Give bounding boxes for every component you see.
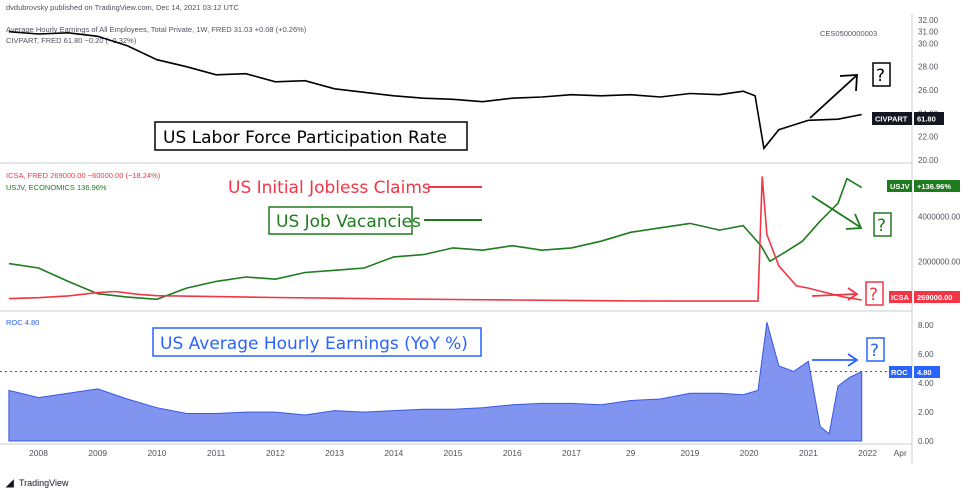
middle-y-tick-label: 4000000.00 — [918, 213, 961, 222]
annotation-labor-force-text: US Labor Force Participation Rate — [163, 128, 447, 148]
tradingview-brand-text: TradingView — [19, 478, 69, 488]
middle-y-tick-label: 2000000.00 — [918, 257, 961, 266]
question-box-vacancies: ? — [873, 212, 892, 237]
civpart-price-tag: CIVPART 61.80 — [872, 112, 944, 125]
middle-legend-icsa: ICSA, FRED 269000.00 −60000.00 (−18.24%) — [6, 171, 161, 180]
time-axis-label: 2020 — [740, 448, 759, 458]
time-axis-label: 2011 — [207, 448, 226, 458]
top-y-tick-label: 26.00 — [918, 86, 939, 95]
time-axis-label: 2009 — [88, 448, 107, 458]
top-y-tick-label: 22.00 — [918, 133, 939, 142]
time-axis-label: 2022 — [858, 448, 877, 458]
bottom-y-tick-label: 4.00 — [918, 379, 934, 388]
civpart-tag-label: CIVPART — [875, 115, 908, 124]
annotation-hourly-earnings-text: US Average Hourly Earnings (YoY %) — [160, 334, 468, 354]
time-axis-label: Apr — [894, 448, 907, 458]
question-box-participation: ? — [872, 62, 891, 87]
annotation-labor-force: US Labor Force Participation Rate — [154, 121, 468, 151]
civpart-series-line — [8, 30, 862, 151]
top-y-tick-label: 32.00 — [918, 16, 939, 25]
bottom-y-tick-label: 0.00 — [918, 437, 934, 446]
roc-tag-value: 4.80 — [917, 368, 932, 377]
time-axis-label: 2008 — [29, 448, 48, 458]
roc-area-fill — [8, 322, 863, 442]
arrow-participation-up — [809, 74, 858, 119]
annotation-job-vacancies: US Job Vacancies — [268, 206, 421, 235]
icsa-tag-label: ICSA — [891, 293, 910, 302]
time-axis-label: 2014 — [384, 448, 403, 458]
time-axis-label: 2021 — [799, 448, 818, 458]
usjv-tag-value: +136.96% — [917, 182, 951, 191]
arrow-jobless-right — [811, 287, 859, 301]
roc-price-tag: ROC 4.80 — [889, 366, 940, 378]
arrow-earnings-right — [812, 353, 859, 367]
time-axis: 2008 2009 2010 2011 2012 2013 2014 2015 2016 2017… — [29, 448, 907, 458]
tradingview-brand: ◢ TradingView — [5, 478, 69, 489]
bottom-y-tick-label: 6.00 — [918, 350, 934, 359]
time-axis-label: 2017 — [562, 448, 581, 458]
y-axis-ticks: 32.0031.0030.0028.0026.0024.0022.0020.00… — [918, 16, 961, 446]
top-y-tick-label: 28.00 — [918, 63, 939, 72]
time-axis-label: 2013 — [325, 448, 344, 458]
time-axis-label: 2016 — [503, 448, 522, 458]
question-participation-text: ? — [876, 66, 885, 86]
arrow-vacancies-down — [811, 195, 863, 230]
publisher-text: dvdubrovsky published on TradingView.com… — [6, 3, 239, 12]
top-y-tick-label: 30.00 — [918, 39, 939, 48]
usjv-price-tag: USJV +136.96% — [887, 180, 960, 192]
bottom-legend-roc: ROC 4.80 — [6, 318, 39, 327]
top-legend-line-2: CIVPART, FRED 61.80 −0.20 (−0.32%) — [6, 36, 137, 45]
annotation-job-vacancies-text: US Job Vacancies — [276, 212, 421, 232]
middle-legend-usjv: USJV, ECONOMICS 136.96% — [6, 183, 107, 192]
time-axis-label: 2010 — [147, 448, 166, 458]
usjv-tag-label: USJV — [890, 182, 910, 191]
bottom-y-tick-label: 8.00 — [918, 321, 934, 330]
question-earnings-text: ? — [870, 341, 879, 361]
tradingview-logo-icon: ◢ — [5, 478, 14, 489]
time-axis-label: 29 — [626, 448, 636, 458]
question-box-earnings: ? — [866, 337, 885, 362]
roc-tag-label: ROC — [891, 368, 908, 377]
time-axis-label: 2012 — [266, 448, 285, 458]
civpart-tag-value: 61.80 — [917, 115, 936, 124]
bottom-y-tick-label: 2.00 — [918, 408, 934, 417]
annotation-jobless-claims-text: US Initial Jobless Claims — [228, 178, 431, 198]
top-y-tick-label: 20.00 — [918, 156, 939, 165]
panel-frame — [0, 14, 913, 463]
question-vacancies-text: ? — [877, 216, 886, 236]
top-legend-line-1: Average Hourly Earnings of All Employees… — [6, 25, 307, 34]
top-y-tick-label: 31.00 — [918, 28, 939, 37]
question-box-jobless: ? — [865, 281, 884, 306]
icsa-price-tag: ICSA 269000.00 — [889, 291, 960, 303]
time-axis-label: 2019 — [680, 448, 699, 458]
symbol-code: CES0500000003 — [820, 29, 877, 38]
time-axis-label: 2015 — [444, 448, 463, 458]
icsa-tag-value: 269000.00 — [917, 293, 952, 302]
question-jobless-text: ? — [869, 285, 878, 305]
usjv-series-line — [8, 177, 863, 301]
annotation-hourly-earnings: US Average Hourly Earnings (YoY %) — [152, 327, 482, 357]
icsa-series-line — [8, 176, 862, 302]
